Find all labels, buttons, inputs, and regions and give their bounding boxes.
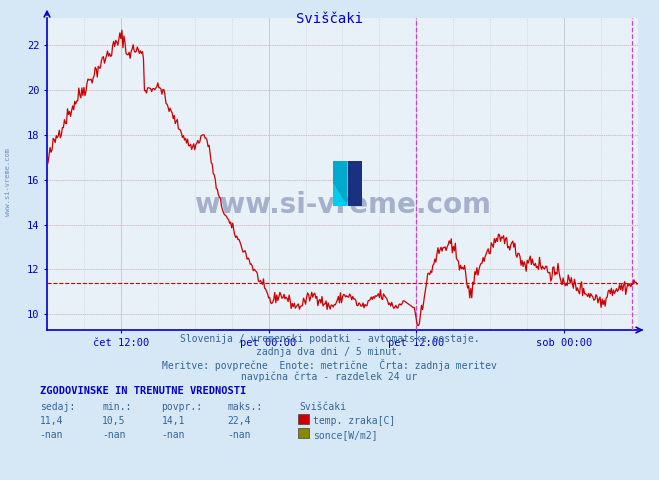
Text: www.si-vreme.com: www.si-vreme.com bbox=[194, 191, 491, 219]
Text: Meritve: povprečne  Enote: metrične  Črta: zadnja meritev: Meritve: povprečne Enote: metrične Črta:… bbox=[162, 359, 497, 371]
Text: 10,5: 10,5 bbox=[102, 416, 126, 426]
Text: min.:: min.: bbox=[102, 402, 132, 412]
Text: Slovenija / vremenski podatki - avtomatske postaje.: Slovenija / vremenski podatki - avtomats… bbox=[180, 334, 479, 344]
Text: 22,4: 22,4 bbox=[227, 416, 251, 426]
Text: Sviščaki: Sviščaki bbox=[300, 402, 347, 412]
Text: povpr.:: povpr.: bbox=[161, 402, 202, 412]
Text: sonce[W/m2]: sonce[W/m2] bbox=[313, 430, 378, 440]
Text: ZGODOVINSKE IN TRENUTNE VREDNOSTI: ZGODOVINSKE IN TRENUTNE VREDNOSTI bbox=[40, 386, 246, 396]
Text: -nan: -nan bbox=[40, 430, 63, 440]
Text: 11,4: 11,4 bbox=[40, 416, 63, 426]
Text: navpična črta - razdelek 24 ur: navpična črta - razdelek 24 ur bbox=[241, 372, 418, 382]
Text: www.si-vreme.com: www.si-vreme.com bbox=[5, 148, 11, 216]
Text: -nan: -nan bbox=[102, 430, 126, 440]
Polygon shape bbox=[333, 161, 348, 206]
Text: temp. zraka[C]: temp. zraka[C] bbox=[313, 416, 395, 426]
Text: maks.:: maks.: bbox=[227, 402, 262, 412]
Text: zadnja dva dni / 5 minut.: zadnja dva dni / 5 minut. bbox=[256, 347, 403, 357]
Text: -nan: -nan bbox=[161, 430, 185, 440]
Polygon shape bbox=[333, 184, 348, 206]
Text: Sviščaki: Sviščaki bbox=[296, 12, 363, 26]
Text: sedaj:: sedaj: bbox=[40, 402, 74, 412]
Text: 14,1: 14,1 bbox=[161, 416, 185, 426]
Polygon shape bbox=[333, 161, 348, 184]
Text: -nan: -nan bbox=[227, 430, 251, 440]
Polygon shape bbox=[348, 161, 362, 206]
